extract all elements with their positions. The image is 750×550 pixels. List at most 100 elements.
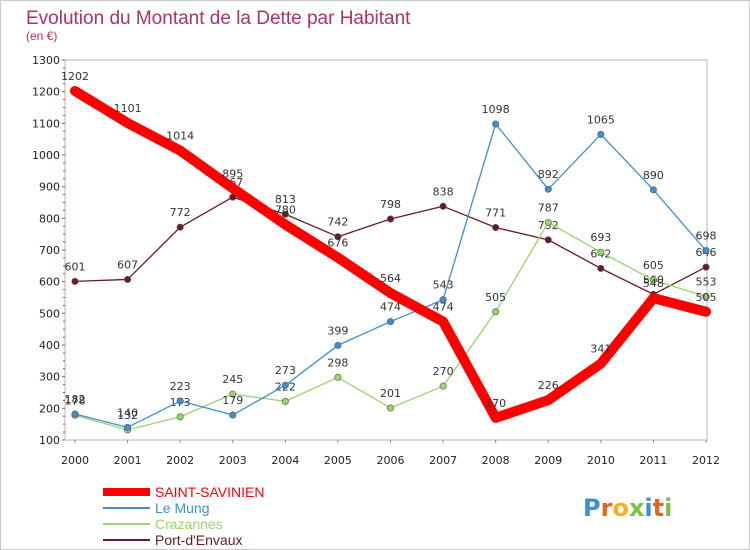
- y-tick-label: 700: [39, 244, 60, 257]
- data-label-crazannes: 605: [643, 259, 664, 272]
- data-label-crazannes: 270: [433, 365, 454, 378]
- data-point-crazannes: [597, 248, 605, 256]
- x-tick-label: 2011: [639, 454, 667, 467]
- x-tick-label: 2004: [271, 454, 299, 467]
- data-point-port-d-envaux: [597, 264, 605, 272]
- x-tick-label: 2000: [61, 454, 89, 467]
- data-label-le-mung: 474: [380, 301, 401, 314]
- x-tick-label: 2006: [377, 454, 405, 467]
- x-tick-label: 2005: [324, 454, 352, 467]
- data-point-port-d-envaux: [439, 202, 447, 210]
- data-point-crazannes: [229, 390, 237, 398]
- data-label-le-mung: 1098: [482, 103, 510, 116]
- data-label-le-mung: 179: [222, 394, 243, 407]
- data-label-saint-savinien: 505: [696, 291, 717, 304]
- data-point-port-d-envaux: [334, 233, 342, 241]
- data-point-port-d-envaux: [386, 215, 394, 223]
- data-point-le-mung: [334, 341, 342, 349]
- data-label-le-mung: 892: [538, 168, 559, 181]
- data-point-port-d-envaux: [71, 277, 79, 285]
- y-tick-label: 100: [39, 434, 60, 447]
- data-label-saint-savinien: 564: [380, 272, 401, 285]
- data-point-le-mung: [544, 185, 552, 193]
- data-point-le-mung: [597, 130, 605, 138]
- data-label-saint-savinien: 780: [275, 204, 296, 217]
- data-label-le-mung: 1065: [587, 113, 615, 126]
- y-tick-label: 500: [39, 307, 60, 320]
- data-point-le-mung: [176, 397, 184, 405]
- x-tick-label: 2009: [534, 454, 562, 467]
- data-point-le-mung: [229, 411, 237, 419]
- data-label-saint-savinien: 548: [643, 277, 664, 290]
- data-label-saint-savinien: 226: [538, 379, 559, 392]
- data-label-crazannes: 178: [65, 394, 86, 407]
- data-label-saint-savinien: 676: [327, 237, 348, 250]
- data-point-crazannes: [649, 276, 657, 284]
- data-point-crazannes: [492, 308, 500, 316]
- data-label-saint-savinien: 170: [485, 397, 506, 410]
- data-point-le-mung: [124, 423, 132, 431]
- x-tick-label: 2012: [692, 454, 720, 467]
- x-tick-label: 2010: [587, 454, 615, 467]
- data-point-crazannes: [386, 404, 394, 412]
- data-point-le-mung: [702, 247, 710, 255]
- data-label-port-d-envaux: 838: [433, 185, 454, 198]
- chart-subtitle: (en €): [26, 29, 57, 43]
- data-point-le-mung: [649, 186, 657, 194]
- data-label-crazannes: 787: [538, 201, 559, 214]
- data-point-port-d-envaux: [492, 224, 500, 232]
- y-tick-label: 300: [39, 371, 60, 384]
- data-label-saint-savinien: 1014: [166, 130, 194, 143]
- series-line-saint-savinien: [70, 86, 711, 423]
- data-label-port-d-envaux: 772: [170, 206, 191, 219]
- data-label-le-mung: 698: [696, 230, 717, 243]
- legend-label-saint-savinien: SAINT-SAVINIEN: [155, 484, 264, 500]
- data-point-le-mung: [71, 410, 79, 418]
- data-label-le-mung: 890: [643, 169, 664, 182]
- data-point-crazannes: [544, 218, 552, 226]
- data-label-crazannes: 132: [117, 409, 138, 422]
- data-point-le-mung: [492, 120, 500, 128]
- y-tick-label: 200: [39, 402, 60, 415]
- data-label-port-d-envaux: 798: [380, 198, 401, 211]
- data-label-port-d-envaux: 742: [327, 216, 348, 229]
- data-label-crazannes: 201: [380, 387, 401, 400]
- y-tick-label: 900: [39, 181, 60, 194]
- y-tick-label: 400: [39, 339, 60, 352]
- legend-label-le-mung: Le Mung: [155, 500, 209, 516]
- data-point-crazannes: [281, 397, 289, 405]
- data-label-crazannes: 553: [696, 276, 717, 289]
- data-point-crazannes: [334, 373, 342, 381]
- y-tick-label: 600: [39, 276, 60, 289]
- data-point-crazannes: [702, 293, 710, 301]
- data-label-le-mung: 140: [117, 406, 138, 419]
- y-tick-label: 800: [39, 212, 60, 225]
- data-label-crazannes: 505: [485, 291, 506, 304]
- chart-title: Evolution du Montant de la Dette par Hab…: [26, 8, 411, 29]
- x-tick-label: 2003: [219, 454, 247, 467]
- data-point-port-d-envaux: [281, 210, 289, 218]
- data-label-le-mung: 399: [327, 324, 348, 337]
- data-label-port-d-envaux: 771: [485, 207, 506, 220]
- data-label-port-d-envaux: 607: [117, 258, 138, 271]
- data-label-saint-savinien: 1202: [61, 70, 89, 83]
- data-label-saint-savinien: 895: [222, 167, 243, 180]
- legend-label-port-d-envaux: Port-d'Envaux: [155, 532, 243, 548]
- data-label-crazannes: 245: [222, 373, 243, 386]
- data-label-saint-savinien: 1101: [114, 102, 142, 115]
- data-label-saint-savinien: 474: [433, 301, 454, 314]
- data-point-le-mung: [386, 318, 394, 326]
- x-tick-label: 2008: [482, 454, 510, 467]
- data-point-port-d-envaux: [702, 263, 710, 271]
- data-label-le-mung: 273: [275, 364, 296, 377]
- data-point-port-d-envaux: [124, 275, 132, 283]
- data-point-le-mung: [439, 296, 447, 304]
- legend-label-crazannes: Crazannes: [155, 516, 223, 532]
- data-point-crazannes: [439, 382, 447, 390]
- proxiti-logo-text: Proxiti: [583, 494, 672, 522]
- x-tick-label: 2007: [429, 454, 457, 467]
- x-tick-label: 2001: [114, 454, 142, 467]
- x-tick-label: 2002: [166, 454, 194, 467]
